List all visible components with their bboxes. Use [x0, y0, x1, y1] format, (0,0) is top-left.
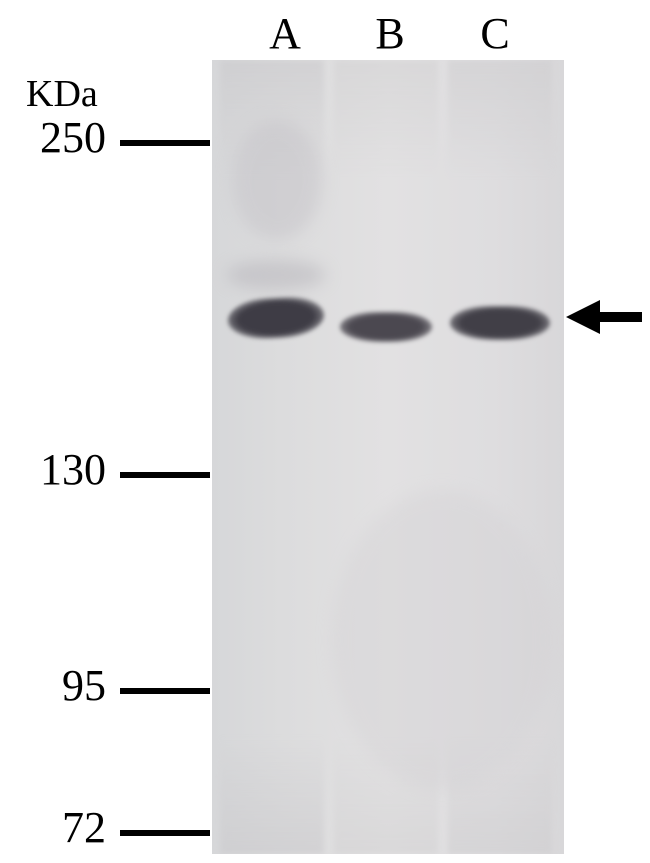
protein-band [340, 312, 432, 342]
blot-smudge [226, 260, 326, 290]
mw-tick [120, 140, 210, 146]
mw-tick [120, 472, 210, 478]
mw-marker-label: 130 [16, 444, 106, 495]
blot-smudge [332, 490, 552, 790]
mw-tick [120, 688, 210, 694]
lane-label: B [370, 8, 410, 59]
mw-marker-label: 72 [16, 802, 106, 853]
lane-label: A [265, 8, 305, 59]
mw-tick [120, 830, 210, 836]
mw-marker-label: 250 [16, 112, 106, 163]
protein-band [450, 306, 550, 340]
lane-label: C [475, 8, 515, 59]
unit-label: KDa [26, 72, 98, 116]
blot-membrane [212, 60, 564, 854]
mw-marker-label: 95 [16, 660, 106, 711]
blot-smudge [232, 120, 322, 240]
western-blot-figure: KDa 250 130 95 72 A B C [0, 0, 650, 863]
band-arrow-head [566, 300, 600, 334]
